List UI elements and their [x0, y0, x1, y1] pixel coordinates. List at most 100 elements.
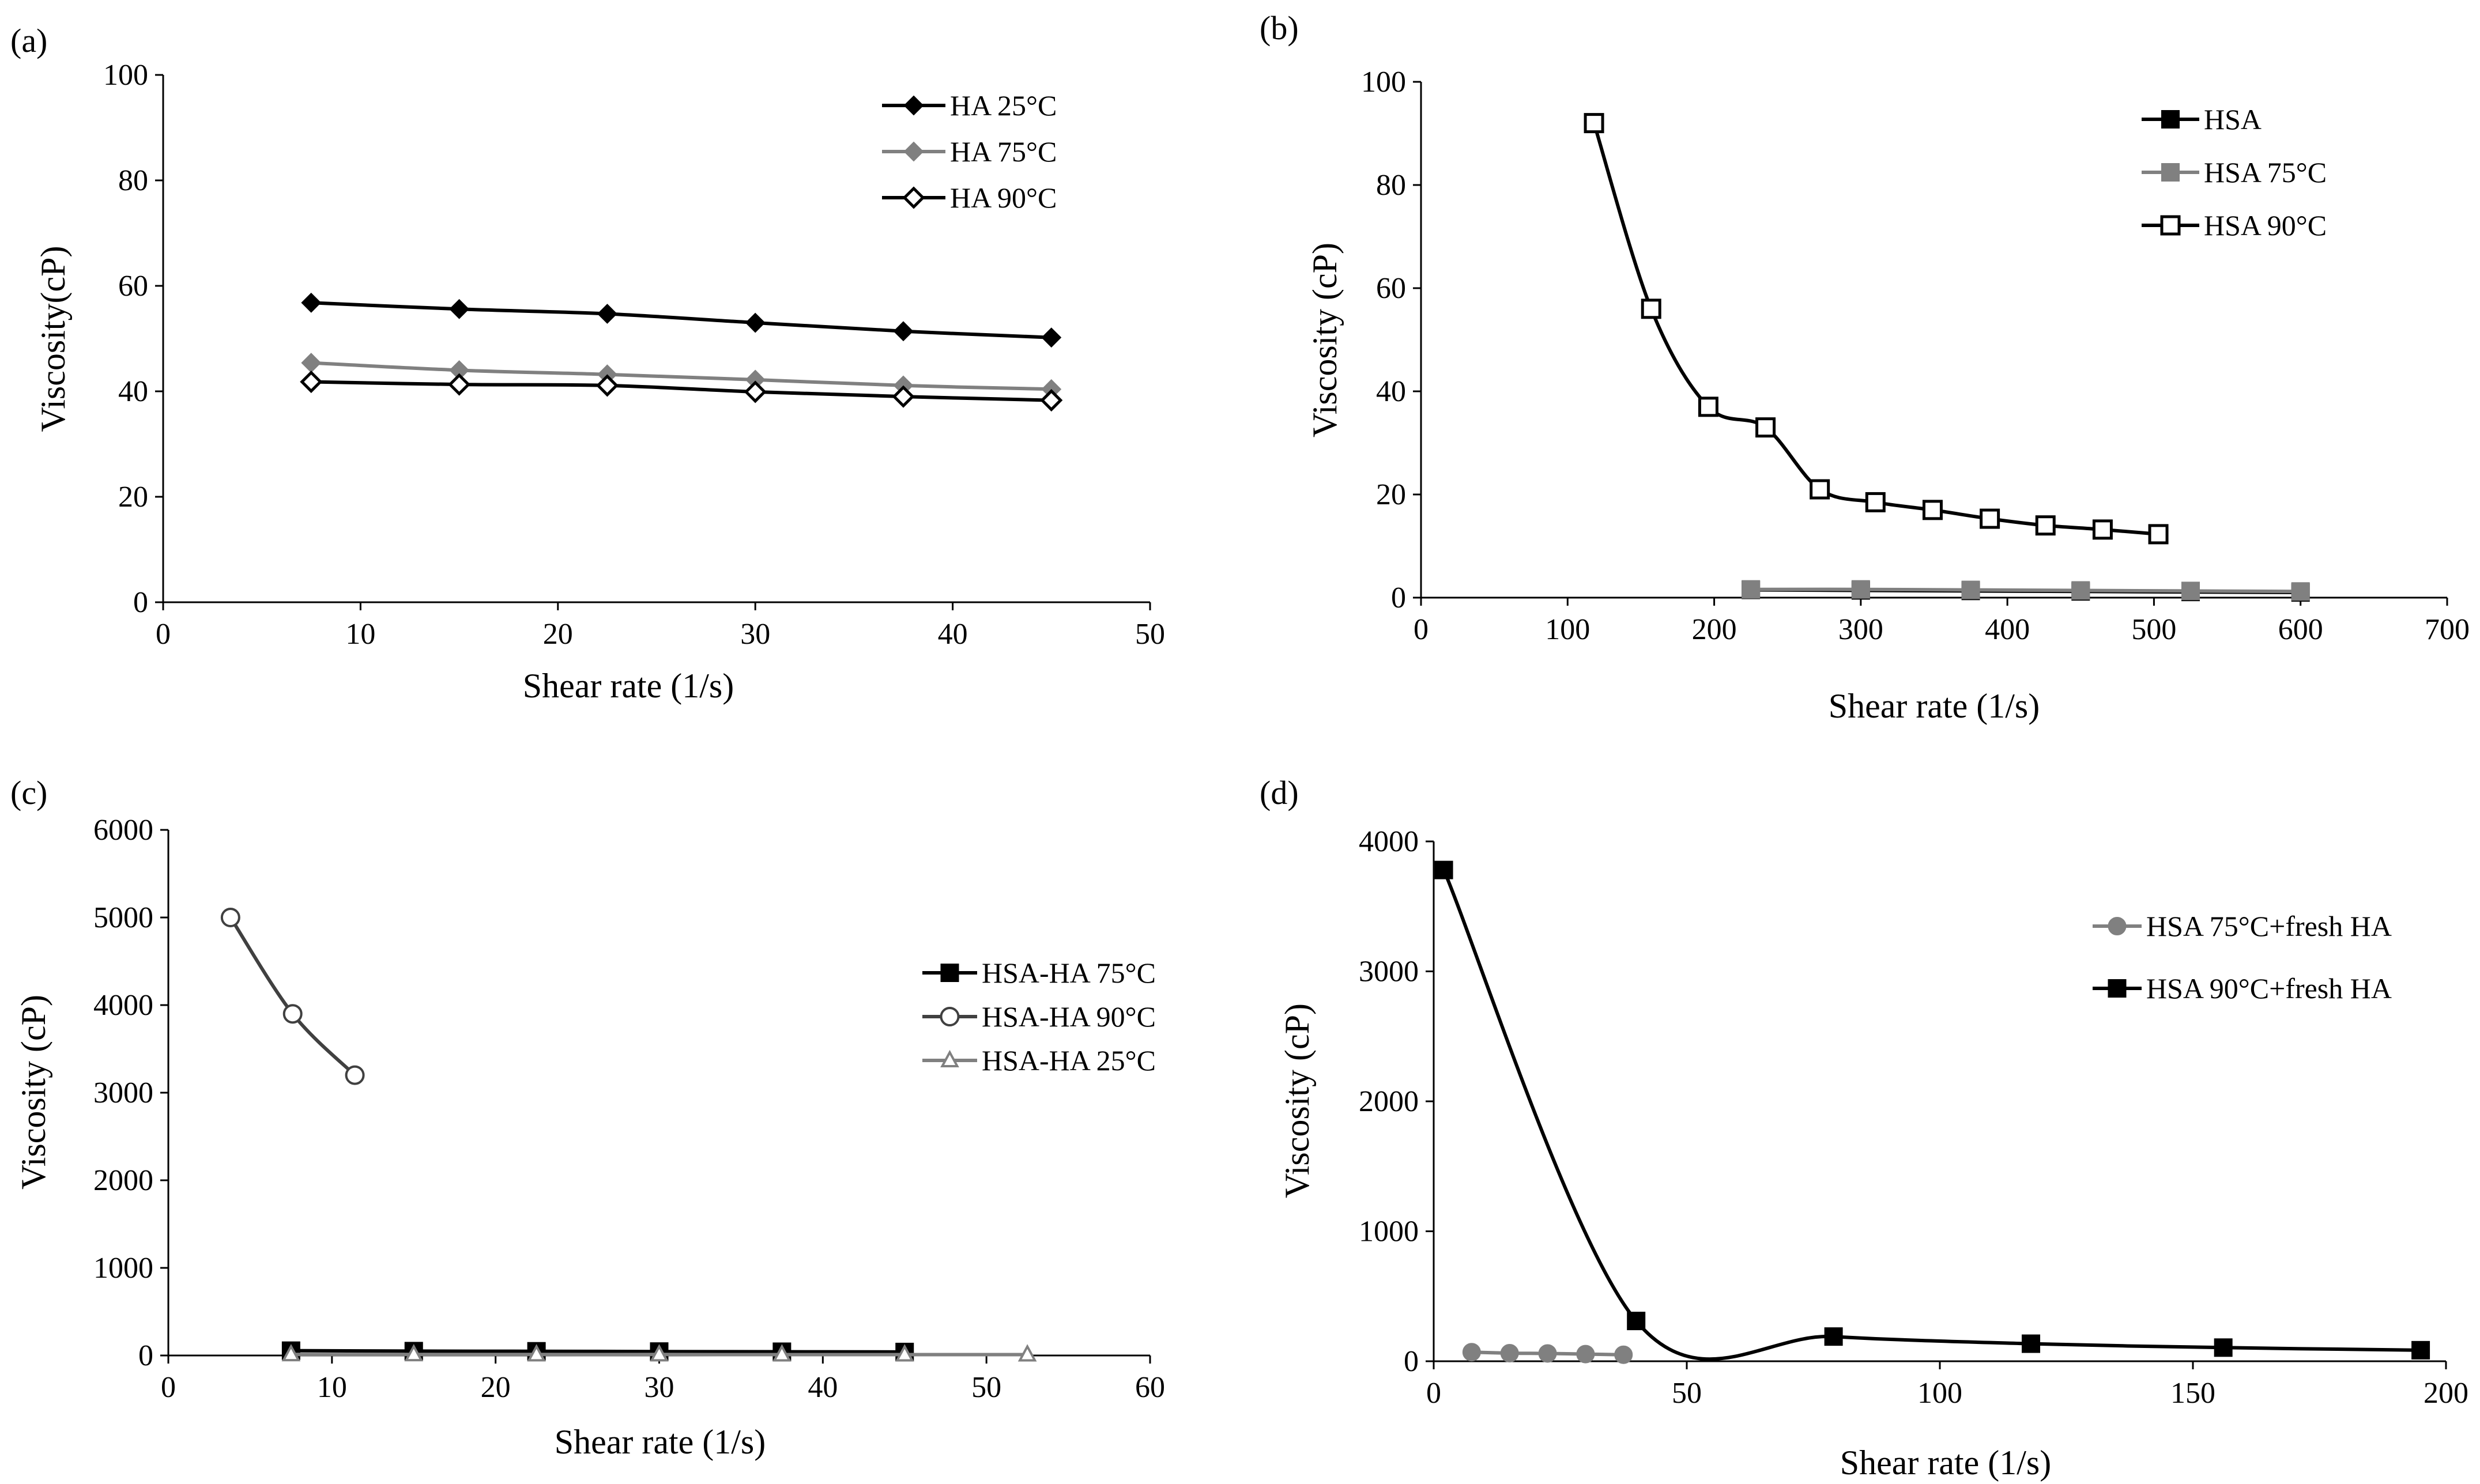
- panel-b-x-tick-label: 500: [2131, 613, 2176, 646]
- panel-b-y-tick-label: 20: [1376, 478, 1406, 511]
- panel-d-series-2-point: [2214, 1338, 2233, 1357]
- panel-c-x-axis-title: Shear rate (1/s): [555, 1423, 766, 1461]
- panel-c-x-tick-label: 20: [481, 1371, 511, 1404]
- panel-c-legend-swatch-marker: [940, 1049, 959, 1067]
- panel-d-x-tick-label: 150: [2170, 1377, 2215, 1410]
- panel-a-legend-label: HA 25°C: [950, 89, 1057, 122]
- panel-c-series-2-point: [345, 1065, 365, 1085]
- panel-c-legend-swatch-marker: [940, 964, 959, 982]
- panel-d-series-1-point: [1538, 1344, 1557, 1363]
- panel-a-x-tick-label: 0: [156, 618, 171, 651]
- panel-c-label: (c): [10, 774, 47, 811]
- panel-a-legend-label: HA 90°C: [950, 182, 1057, 214]
- panel-d-series-2-point: [1627, 1312, 1646, 1331]
- panel-c-legend-label: HSA-HA 75°C: [982, 957, 1156, 989]
- panel-a-legend-swatch-marker: [903, 95, 924, 116]
- panel-b-series-2-line: [1751, 587, 2301, 594]
- panel-b-legend-swatch-marker: [2160, 215, 2181, 236]
- panel-d-series-1-point: [1614, 1345, 1633, 1364]
- panel-b-series-3-point: [2148, 524, 2169, 545]
- panel-b-series-3: [1584, 113, 2169, 545]
- panel-b-series-2-point: [1742, 580, 1761, 599]
- panel-d-x-tick-label: 0: [1426, 1377, 1441, 1410]
- panel-d-legend: HSA 75°C+fresh HA HSA 90°C+fresh HA: [2093, 910, 2392, 1005]
- panel-d: (d) 0 1000 2000 3000 4000 0 50 100 150 200 HSA 75°…: [1260, 774, 2468, 1482]
- panel-c-legend-swatch-marker: [940, 1007, 960, 1026]
- panel-c-series-3-point: [281, 1343, 301, 1362]
- panel-a-series-3: [300, 370, 1063, 412]
- panel-d-x-axis-title: Shear rate (1/s): [1840, 1444, 2052, 1482]
- panel-a-series-3-point: [892, 385, 915, 408]
- panel-b-series-3-point: [1641, 299, 1661, 319]
- panel-c-legend: HSA-HA 75°C HSA-HA 90°C HSA-HA 25°C: [922, 957, 1156, 1077]
- panel-a-legend-label: HA 75°C: [950, 135, 1057, 168]
- panel-d-series-2: [1434, 860, 2430, 1361]
- panel-a-x-tick-label: 30: [740, 618, 770, 651]
- panel-b-series-3-point: [2092, 519, 2113, 540]
- panel-a-series-1: [301, 292, 1062, 348]
- panel-c-y-tick-label: 2000: [93, 1164, 153, 1197]
- panel-a-legend-swatch-marker: [902, 186, 925, 209]
- panel-c-x-tick-label: 40: [808, 1371, 838, 1404]
- panel-c-series-2-point: [220, 908, 240, 927]
- panel-b-series-3-point: [1980, 508, 2000, 529]
- panel-b-x-tick-label: 700: [2425, 613, 2470, 646]
- panel-b-legend-swatch-marker: [2161, 110, 2180, 129]
- panel-b-legend-swatch-marker: [2161, 163, 2180, 182]
- panel-b-series-3-point: [1810, 479, 1830, 500]
- panel-a-series-1-point: [449, 299, 470, 319]
- panel-b: (b) 0 20 40 60 80 100 0 100 200 300 400 500 600 700 HS…: [1260, 9, 2470, 725]
- panel-d-y-tick-label: 3000: [1359, 956, 1419, 988]
- panel-d-y-tick-label: 2000: [1359, 1085, 1419, 1118]
- panel-c-y-tick-label: 4000: [93, 989, 153, 1022]
- panel-c-series-3-point: [1017, 1344, 1037, 1362]
- panel-a-series-3-line: [311, 380, 1051, 402]
- panel-a-series-3-point: [1040, 389, 1063, 412]
- panel-b-series-2-point: [1961, 580, 1980, 599]
- panel-a-y-tick-label: 20: [118, 481, 148, 513]
- panel-d-series-1-point: [1500, 1344, 1519, 1363]
- panel-d-series-2-point: [1824, 1327, 1843, 1346]
- panel-a-x-tick-label: 50: [1135, 618, 1165, 651]
- panel-b-series-3-point: [1865, 492, 1886, 512]
- panel-b-x-tick-label: 600: [2278, 613, 2323, 646]
- panel-d-series-1: [1462, 1343, 1633, 1364]
- panel-b-series-3-point: [1755, 417, 1776, 438]
- panel-c-x-tick-label: 10: [317, 1371, 347, 1404]
- panel-d-y-tick-label: 4000: [1359, 825, 1419, 858]
- panel-c-x-tick-label: 60: [1135, 1371, 1165, 1404]
- panel-a-series-1-point: [893, 321, 914, 342]
- panel-d-series-1-point: [1462, 1343, 1481, 1362]
- panel-d-x-tick-label: 100: [1917, 1377, 1962, 1410]
- panel-d-y-axis-title: Viscosity (cP): [1278, 1003, 1316, 1198]
- panel-d-legend-swatch-marker: [2108, 979, 2127, 998]
- panel-c-series-3-point: [404, 1343, 424, 1362]
- panel-a-y-axis-title: Viscosity(cP): [34, 246, 72, 432]
- panel-c-plot: 0 1000 2000 3000 4000 5000 6000 0 10 20 30 40 50 60 HS…: [93, 814, 1165, 1404]
- panel-d-y-tick-label: 1000: [1359, 1215, 1419, 1248]
- panel-a-series-1-point: [745, 312, 766, 333]
- panel-a-y-tick-label: 100: [103, 59, 148, 92]
- panel-b-y-tick-label: 40: [1376, 375, 1406, 408]
- panel-c-series-1-line: [291, 1349, 905, 1354]
- panel-b-series-2-point: [2181, 581, 2200, 601]
- panel-a-x-tick-label: 10: [345, 618, 375, 651]
- panel-d-legend-swatch-marker: [2108, 917, 2127, 935]
- panel-b-x-tick-label: 0: [1414, 613, 1429, 646]
- panel-d-label: (d): [1260, 774, 1299, 811]
- panel-a-series-1-point: [597, 304, 617, 324]
- panel-c-x-tick-label: 0: [161, 1371, 176, 1404]
- panel-c-y-tick-label: 1000: [93, 1252, 153, 1285]
- panel-c-y-tick-label: 5000: [93, 901, 153, 934]
- panel-b-x-tick-label: 200: [1692, 613, 1737, 646]
- panel-d-legend-label: HSA 75°C+fresh HA: [2146, 910, 2392, 942]
- panel-a-label: (a): [10, 22, 47, 59]
- panel-a-x-axis-title: Shear rate (1/s): [523, 667, 734, 705]
- panel-a-y-tick-label: 40: [118, 375, 148, 408]
- panel-b-legend-label: HSA 90°C: [2204, 209, 2327, 241]
- panel-b-series-2-point: [2071, 581, 2090, 600]
- panel-d-x-tick-label: 50: [1672, 1377, 1702, 1410]
- panel-c-series-3-point: [895, 1344, 914, 1362]
